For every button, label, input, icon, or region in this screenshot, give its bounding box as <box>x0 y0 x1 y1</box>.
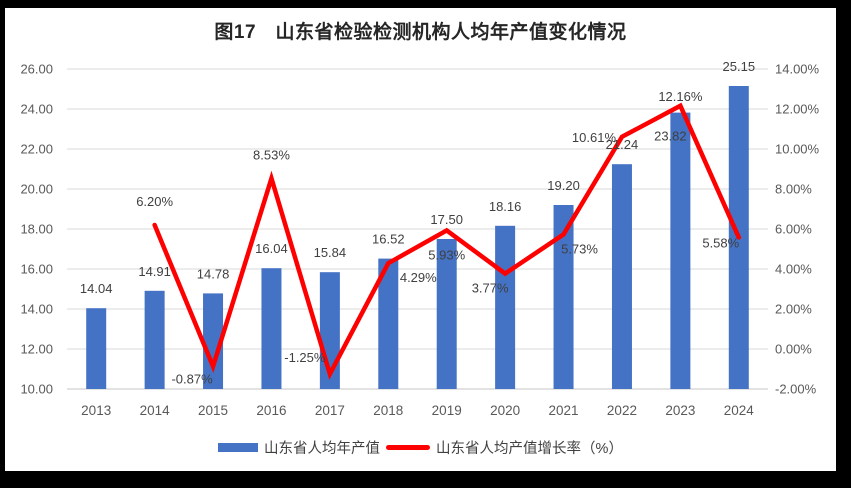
bar-value-label: 19.20 <box>547 178 580 193</box>
bar-2022 <box>611 164 632 389</box>
x-axis-label: 2021 <box>549 403 579 418</box>
line-value-label: 5.58% <box>702 235 739 250</box>
line-value-label: 6.20% <box>136 194 173 209</box>
bar-value-label: 21.24 <box>606 137 639 152</box>
bar-2018 <box>378 258 399 389</box>
bar-2014 <box>144 290 165 389</box>
bar-2019 <box>436 239 457 389</box>
line-value-label: 12.16% <box>658 89 703 104</box>
y-axis-right-tick: 6.00% <box>775 222 812 237</box>
x-axis-label: 2017 <box>315 403 345 418</box>
x-axis-label: 2020 <box>490 403 520 418</box>
y-axis-left-tick: 18.00 <box>20 222 53 237</box>
y-axis-right-tick: 2.00% <box>775 302 812 317</box>
legend-label-per-capita-output: 山东省人均年产值 <box>264 441 381 457</box>
bar-value-label: 14.04 <box>80 281 113 296</box>
bar-value-label: 18.16 <box>489 199 522 214</box>
y-axis-right-tick: 0.00% <box>775 342 812 357</box>
y-axis-right-tick: -2.00% <box>775 382 817 397</box>
x-axis-label: 2016 <box>256 403 286 418</box>
line-value-label: -1.25% <box>284 350 326 365</box>
bar-value-label: 17.50 <box>430 212 463 227</box>
legend-item-per-capita-output: 山东省人均年产值 <box>218 437 380 458</box>
y-axis-left-tick: 12.00 <box>20 342 53 357</box>
legend-label-growth-rate: 山东省人均产值增长率（%） <box>436 441 623 457</box>
line-value-label: 5.93% <box>428 247 465 262</box>
y-axis-left-tick: 24.00 <box>20 102 53 117</box>
bar-value-label: 23.82 <box>654 129 687 144</box>
x-axis-label: 2019 <box>432 403 462 418</box>
x-axis-label: 2013 <box>81 403 111 418</box>
y-axis-left-tick: 20.00 <box>20 182 53 197</box>
line-value-label: 10.61% <box>572 130 617 145</box>
x-axis-label: 2018 <box>373 403 403 418</box>
chart-legend: 山东省人均年产值 山东省人均产值增长率（%） <box>5 437 836 458</box>
line-value-label: 3.77% <box>472 281 509 296</box>
x-axis-label: 2024 <box>724 403 755 418</box>
bar-value-label: 16.04 <box>255 241 288 256</box>
y-axis-left-tick: 26.00 <box>20 62 53 77</box>
bar-2016 <box>261 268 282 389</box>
bar-2013 <box>86 308 107 389</box>
line-series-swatch-icon <box>386 445 431 450</box>
combo-chart: 10.00 12.00 14.00 16.00 18.00 20.00 22.00 24.00… <box>20 59 820 418</box>
legend-item-growth-rate: 山东省人均产值增长率（%） <box>386 437 623 458</box>
bar-value-label: 16.52 <box>372 232 405 247</box>
x-axis-label: 2015 <box>198 403 228 418</box>
y-axis-right-tick: 12.00% <box>775 102 820 117</box>
bar-2015 <box>203 293 224 389</box>
line-value-label: 5.73% <box>561 241 598 256</box>
bar-value-label: 14.78 <box>197 266 230 281</box>
y-axis-right-tick: 14.00% <box>775 62 820 77</box>
y-axis-right-tick: 4.00% <box>775 262 812 277</box>
line-value-label: -0.87% <box>171 371 213 386</box>
bar-value-label: 15.84 <box>314 245 347 260</box>
bar-value-label: 25.15 <box>723 59 756 74</box>
y-axis-left-tick: 10.00 <box>20 382 53 397</box>
y-axis-left-tick: 16.00 <box>20 262 53 277</box>
growth-rate-line <box>152 102 742 380</box>
y-axis-right-tick: 10.00% <box>775 142 820 157</box>
x-axis-label: 2014 <box>140 403 171 418</box>
line-value-label: 4.29% <box>400 270 437 285</box>
line-value-label: 8.53% <box>253 147 290 162</box>
y-axis-right-tick: 8.00% <box>775 182 812 197</box>
chart-canvas: 图17 山东省检验检测机构人均年产值变化情况 10.00 12.00 14.00 16… <box>5 8 836 471</box>
y-axis-left-tick: 14.00 <box>20 302 53 317</box>
bar-2021 <box>553 205 574 389</box>
bar-series-swatch-icon <box>218 443 259 452</box>
bar-value-label: 14.91 <box>138 264 171 279</box>
x-axis-label: 2022 <box>607 403 637 418</box>
bar-2020 <box>495 225 516 389</box>
bar-2023 <box>670 112 691 389</box>
x-axis-label: 2023 <box>665 403 695 418</box>
chart-title: 图17 山东省检验检测机构人均年产值变化情况 <box>214 22 627 43</box>
y-axis-left-tick: 22.00 <box>20 142 53 157</box>
